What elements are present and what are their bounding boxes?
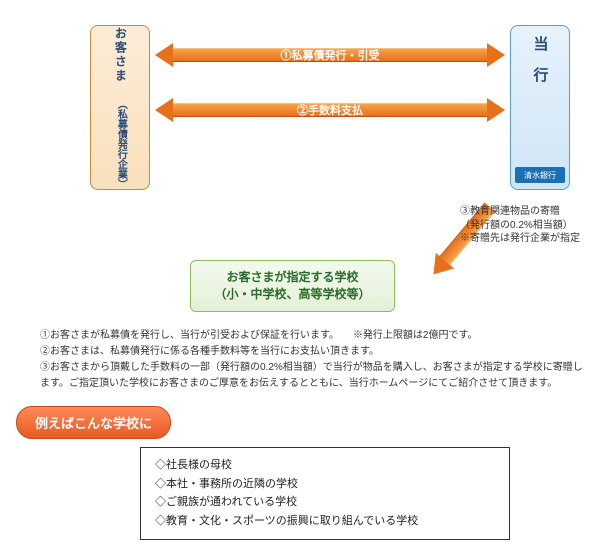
school-line1: お客さまが指定する学校 bbox=[226, 269, 358, 286]
donation-line1: ③教育関連物品の寄贈 bbox=[460, 205, 590, 219]
customer-main: お客さま bbox=[113, 27, 127, 83]
example-list-box: ◇社長様の母校 ◇本社・事務所の近隣の学校 ◇ご親族が通われている学校 ◇教育・… bbox=[140, 447, 510, 540]
arrow1-label: ①私募債発行・引受 bbox=[281, 47, 380, 63]
arrow-issue: ①私募債発行・引受 bbox=[155, 45, 505, 65]
example-item: ◇社長様の母校 bbox=[155, 456, 495, 475]
arrow-head-left-icon bbox=[155, 98, 173, 122]
arrow2-label: ②手数料支払 bbox=[297, 102, 363, 118]
bank-box: 当行 清水銀行 bbox=[510, 25, 570, 190]
arrow-head-right-icon bbox=[487, 43, 505, 67]
flow-diagram: お客さま （私募債発行企業） 当行 清水銀行 ①私募債発行・引受 ②手数料支払 … bbox=[10, 10, 590, 320]
explain-2: ②お客さまは、私募債発行に係る各種手数料等を当行にお支払い頂きます。 bbox=[40, 344, 584, 360]
arrow-head-right-icon bbox=[487, 98, 505, 122]
explain-3: ③お客さまから頂戴した手数料の一部（発行額の0.2%相当額）で当行が物品を購入し… bbox=[40, 360, 584, 392]
donation-line2: （発行額の0.2%相当額） bbox=[460, 219, 590, 233]
arrow-fee: ②手数料支払 bbox=[155, 100, 505, 120]
example-item: ◇本社・事務所の近隣の学校 bbox=[155, 475, 495, 494]
explanation-block: ①お客さまが私募債を発行し、当行が引受および保証を行います。 ※発行上限額は2億… bbox=[40, 328, 584, 392]
customer-box: お客さま （私募債発行企業） bbox=[90, 25, 150, 190]
footnote-right: ※発行上限額は2億円です。 bbox=[353, 330, 478, 341]
arrow-head-left-icon bbox=[155, 43, 173, 67]
example-heading-pill: 例えばこんな学校に bbox=[16, 406, 171, 439]
school-box: お客さまが指定する学校 （小・中学校、高等学校等） bbox=[190, 260, 395, 312]
example-item: ◇ご親族が通われている学校 bbox=[155, 493, 495, 512]
customer-sub: （私募債発行企業） bbox=[115, 99, 126, 189]
bank-logo: 清水銀行 bbox=[515, 167, 565, 183]
donation-line3: ※寄贈先は発行企業が指定 bbox=[460, 232, 590, 246]
bank-main: 当行 bbox=[530, 36, 551, 98]
school-line2: （小・中学校、高等学校等） bbox=[214, 286, 370, 303]
explain-1: ①お客さまが私募債を発行し、当行が引受および保証を行います。 bbox=[40, 330, 339, 341]
donation-note: ③教育関連物品の寄贈 （発行額の0.2%相当額） ※寄贈先は発行企業が指定 bbox=[460, 205, 590, 246]
